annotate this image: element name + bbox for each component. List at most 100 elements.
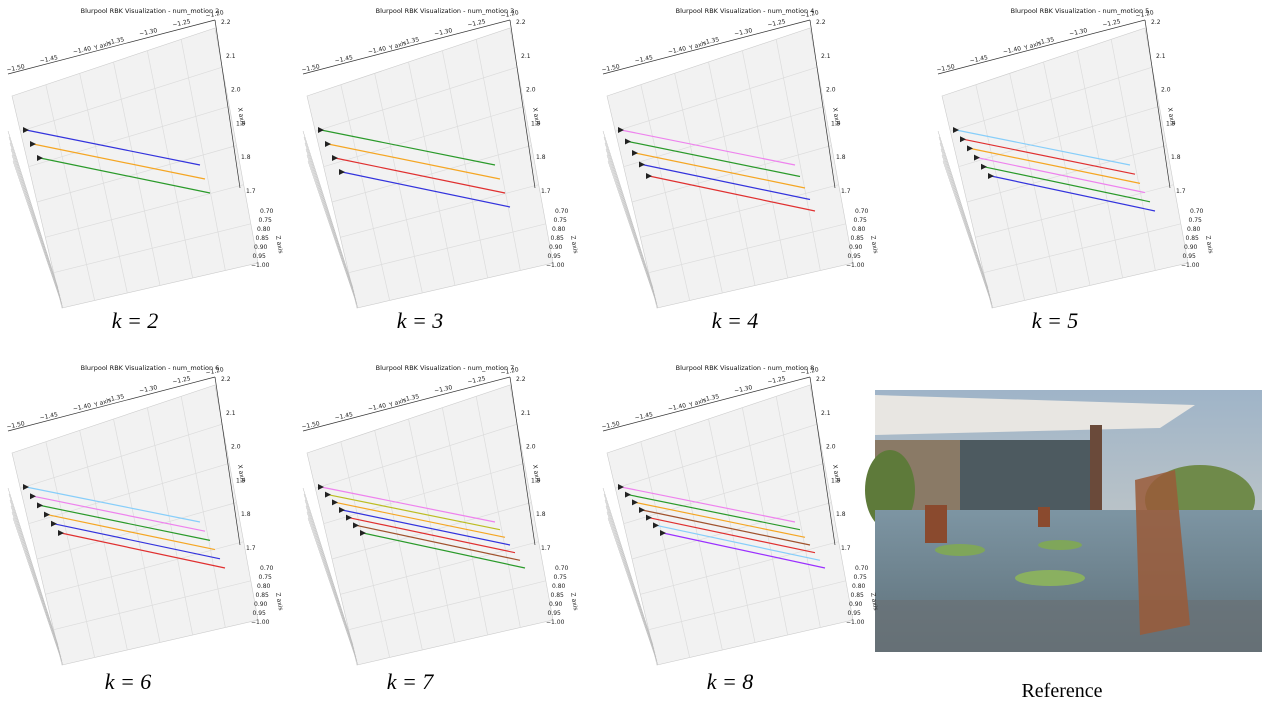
plot-panel: Blurpool RBK Visualization - num_motion …	[6, 7, 284, 308]
blurred-object	[925, 505, 947, 543]
z-tick-label: 0.95	[253, 610, 267, 617]
z-tick-label: −1.00	[846, 262, 865, 269]
z-tick-label: 0.80	[552, 583, 566, 590]
caption: k = 6	[105, 669, 152, 694]
plot-panel: Blurpool RBK Visualization - num_motion …	[301, 364, 579, 665]
z-tick-label: 0.75	[854, 574, 868, 581]
z-tick-label: 0.90	[849, 601, 863, 608]
z-tick-label: 0.85	[851, 235, 865, 242]
caption: Reference	[1021, 680, 1102, 702]
y-tick-label: −1.30	[434, 27, 454, 38]
axis-label: Y axis	[688, 40, 708, 52]
z-tick-label: −1.00	[546, 619, 565, 626]
y-tick-label: −1.30	[1069, 27, 1089, 38]
x-tick-label: 2.1	[1156, 53, 1166, 60]
plot-title: Blurpool RBK Visualization - num_motion …	[376, 7, 515, 15]
z-tick-label: 0.90	[254, 244, 268, 251]
x-tick-label: 1.7	[841, 188, 851, 195]
axis-label: Y axis	[688, 397, 708, 409]
x-tick-label: 2.0	[231, 87, 241, 94]
x-tick-label: 2.2	[816, 376, 826, 383]
x-tick-label: 2.0	[826, 87, 836, 94]
z-tick-label: 0.70	[1190, 208, 1204, 215]
z-tick-label: 0.80	[257, 226, 271, 233]
plot-panel: Blurpool RBK Visualization - num_motion …	[601, 7, 879, 308]
x-tick-label: 1.8	[836, 154, 846, 161]
x-tick-label: 2.2	[516, 376, 526, 383]
z-tick-label: 0.70	[260, 208, 274, 215]
x-tick-label: 2.2	[221, 19, 231, 26]
x-tick-label: 1.7	[541, 545, 551, 552]
x-tick-label: 1.8	[1171, 154, 1181, 161]
y-tick-label: −1.40	[667, 45, 687, 56]
axis-label: Y axis	[93, 397, 113, 409]
x-tick-label: 1.7	[541, 188, 551, 195]
z-tick-label: 0.75	[259, 217, 273, 224]
plot-title: Blurpool RBK Visualization - num_motion …	[1011, 7, 1150, 15]
z-tick-label: 0.95	[548, 253, 562, 260]
plot-title: Blurpool RBK Visualization - num_motion …	[376, 364, 515, 372]
z-tick-label: 0.90	[1184, 244, 1198, 251]
x-tick-label: 1.8	[536, 511, 546, 518]
z-tick-label: 0.80	[852, 583, 866, 590]
plot-panel: Blurpool RBK Visualization - num_motion …	[936, 7, 1214, 308]
x-tick-label: 1.8	[536, 154, 546, 161]
axis-label: Y axis	[1023, 40, 1043, 52]
z-tick-label: 0.75	[554, 217, 568, 224]
x-tick-label: 1.8	[241, 511, 251, 518]
z-tick-label: −1.00	[251, 619, 270, 626]
x-tick-label: 2.0	[231, 444, 241, 451]
z-tick-label: 0.90	[849, 244, 863, 251]
x-tick-label: 2.0	[526, 444, 536, 451]
z-tick-label: 0.75	[1189, 217, 1203, 224]
z-tick-label: −1.00	[1181, 262, 1200, 269]
caption: k = 8	[707, 669, 754, 694]
z-tick-label: 0.70	[855, 565, 869, 572]
x-tick-label: 1.7	[1176, 188, 1186, 195]
z-tick-label: −1.00	[846, 619, 865, 626]
axis-label: Y axis	[93, 40, 113, 52]
z-tick-label: 0.80	[257, 583, 271, 590]
y-tick-label: −1.30	[139, 27, 159, 38]
axis-label: Z axis	[869, 235, 879, 254]
z-tick-label: 0.95	[253, 253, 267, 260]
z-tick-label: 0.70	[555, 565, 569, 572]
z-tick-label: 0.90	[549, 601, 563, 608]
axis-label: Z axis	[274, 592, 284, 611]
z-tick-label: −1.00	[546, 262, 565, 269]
x-tick-label: 2.1	[821, 53, 831, 60]
y-tick-label: −1.40	[667, 402, 687, 413]
caption: k = 3	[397, 308, 444, 333]
x-tick-label: 2.2	[1151, 19, 1161, 26]
y-tick-label: −1.40	[367, 45, 387, 56]
reference-image	[865, 390, 1262, 652]
caption: k = 4	[712, 308, 759, 333]
plot-title: Blurpool RBK Visualization - num_motion …	[81, 364, 220, 372]
axis-label: Y axis	[388, 40, 408, 52]
x-tick-label: 2.2	[221, 376, 231, 383]
z-tick-label: 0.85	[851, 592, 865, 599]
y-tick-label: −1.40	[72, 402, 92, 413]
axis-label: Z axis	[274, 235, 284, 254]
y-tick-label: −1.30	[734, 384, 754, 395]
z-tick-label: 0.75	[259, 574, 273, 581]
x-tick-label: 1.7	[841, 545, 851, 552]
x-tick-label: 1.7	[246, 545, 256, 552]
y-tick-label: −1.30	[734, 27, 754, 38]
z-tick-label: 0.75	[554, 574, 568, 581]
x-tick-label: 1.7	[246, 188, 256, 195]
x-tick-label: 2.1	[226, 410, 236, 417]
z-tick-label: 0.80	[852, 226, 866, 233]
y-tick-label: −1.30	[139, 384, 159, 395]
plot-title: Blurpool RBK Visualization - num_motion …	[676, 364, 815, 372]
z-tick-label: 0.85	[551, 592, 565, 599]
z-tick-label: 0.85	[551, 235, 565, 242]
axis-label: Y axis	[388, 397, 408, 409]
z-tick-label: 0.95	[848, 253, 862, 260]
y-tick-label: −1.40	[1002, 45, 1022, 56]
lily-pad	[1038, 540, 1082, 550]
z-tick-label: 0.95	[848, 610, 862, 617]
plot-panel: Blurpool RBK Visualization - num_motion …	[6, 364, 284, 665]
x-tick-label: 2.0	[826, 444, 836, 451]
x-tick-label: 2.1	[521, 410, 531, 417]
